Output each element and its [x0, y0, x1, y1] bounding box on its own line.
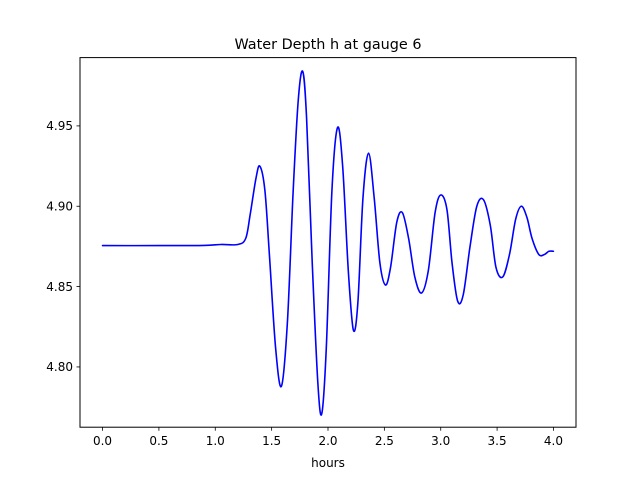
x-tick-label: 2.0 [318, 434, 337, 448]
x-axis-label: hours [311, 456, 345, 470]
x-tick-label: 1.5 [262, 434, 281, 448]
x-tick-label: 4.0 [544, 434, 563, 448]
series-line [101, 70, 555, 416]
y-tick-label: 4.90 [46, 200, 73, 214]
x-tick-label: 3.0 [431, 434, 450, 448]
x-tick-label: 2.5 [375, 434, 394, 448]
y-tick-label: 4.95 [46, 119, 73, 133]
y-tick-label: 4.85 [46, 280, 73, 294]
chart-title: Water Depth h at gauge 6 [234, 37, 421, 53]
y-axis: 4.80 4.85 4.90 4.95 [46, 119, 80, 374]
x-tick-label: 0.5 [149, 434, 168, 448]
x-tick-label: 1.0 [206, 434, 225, 448]
y-tick-label: 4.80 [46, 360, 73, 374]
x-axis: 0.0 0.5 1.0 1.5 2.0 2.5 3.0 3.5 4.0 [93, 427, 563, 448]
plot-layer [101, 70, 555, 416]
x-tick-label: 0.0 [93, 434, 112, 448]
x-tick-label: 3.5 [488, 434, 507, 448]
